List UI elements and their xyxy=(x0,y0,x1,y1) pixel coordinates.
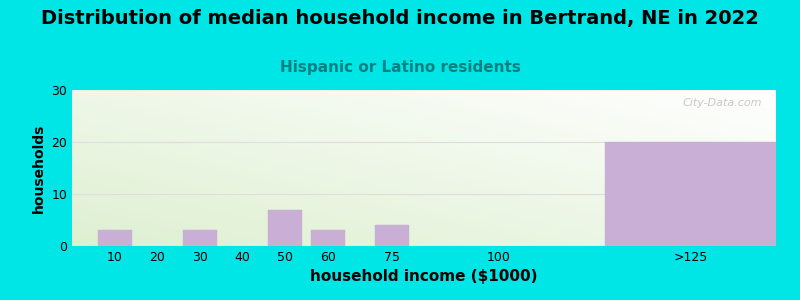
Bar xyxy=(268,210,302,246)
Bar xyxy=(98,230,132,246)
Text: Hispanic or Latino residents: Hispanic or Latino residents xyxy=(279,60,521,75)
Text: Distribution of median household income in Bertrand, NE in 2022: Distribution of median household income … xyxy=(41,9,759,28)
X-axis label: household income ($1000): household income ($1000) xyxy=(310,269,538,284)
Bar xyxy=(606,142,776,246)
Y-axis label: households: households xyxy=(32,123,46,213)
Text: City-Data.com: City-Data.com xyxy=(682,98,762,108)
Bar xyxy=(375,225,409,246)
Bar xyxy=(183,230,217,246)
Bar xyxy=(311,230,345,246)
